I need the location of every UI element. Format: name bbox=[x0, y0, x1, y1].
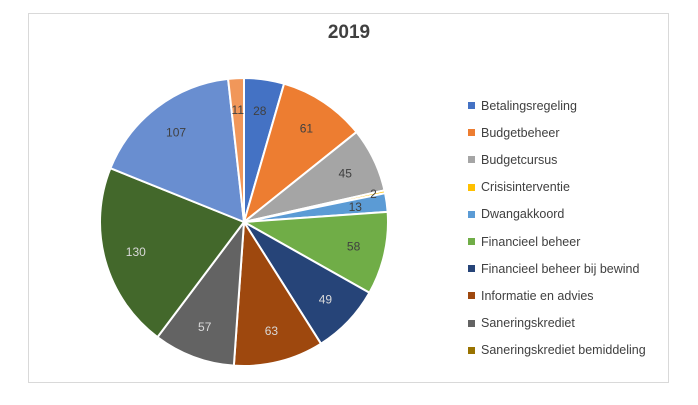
pie-slice-8 bbox=[232, 218, 323, 367]
legend-swatch bbox=[468, 319, 475, 327]
data-label-2: 61 bbox=[300, 122, 314, 136]
data-label-3: 45 bbox=[339, 166, 353, 180]
legend-swatch bbox=[468, 210, 475, 218]
legend-swatch bbox=[468, 346, 475, 354]
data-label-8: 63 bbox=[265, 324, 279, 338]
legend-label: Informatie en advies bbox=[481, 288, 594, 303]
legend-item: Dwangakkoord bbox=[468, 201, 646, 228]
legend-item: Budgetcursus bbox=[468, 146, 646, 173]
legend-label: Budgetcursus bbox=[481, 152, 558, 167]
pie-slice-13 bbox=[226, 76, 245, 223]
legend-item: Budgetbeheer bbox=[468, 119, 646, 146]
legend-label: Saneringskrediet bemiddeling bbox=[481, 343, 646, 358]
pie-slice-2 bbox=[242, 82, 358, 225]
data-label-5: 13 bbox=[349, 200, 363, 214]
legend-item: Financieel beheer bbox=[468, 228, 646, 255]
legend-swatch bbox=[468, 102, 475, 110]
data-label-6: 58 bbox=[347, 240, 361, 254]
pie-slice-6 bbox=[240, 210, 389, 295]
legend-item: Crisisinterventie bbox=[468, 174, 646, 201]
data-label-13: 11 bbox=[232, 103, 245, 117]
legend-swatch bbox=[468, 183, 475, 191]
data-label-1: 28 bbox=[253, 104, 267, 118]
data-label-11: 130 bbox=[126, 245, 146, 259]
legend-swatch bbox=[468, 238, 475, 246]
legend-swatch bbox=[468, 129, 475, 137]
data-label-7: 49 bbox=[319, 292, 333, 306]
data-label-12: 107 bbox=[166, 126, 186, 140]
chart-title: 2019 bbox=[327, 22, 371, 43]
legend-label: Budgetbeheer bbox=[481, 125, 560, 140]
legend-swatch bbox=[468, 156, 475, 164]
pie-slice-9 bbox=[156, 218, 246, 367]
legend-swatch bbox=[468, 265, 475, 273]
pie-slice-11 bbox=[99, 166, 246, 339]
legend-label: Financieel beheer bij bewind bbox=[481, 261, 640, 276]
legend-label: Betalingsregeling bbox=[481, 98, 577, 113]
data-label-9: 57 bbox=[198, 320, 212, 334]
legend-swatch bbox=[468, 292, 475, 300]
legend: Betalingsregeling Budgetbeheer Budgetcursu… bbox=[468, 92, 646, 364]
legend-item: Saneringskrediet bemiddeling bbox=[468, 337, 646, 364]
legend-item: Saneringskrediet bbox=[468, 310, 646, 337]
legend-label: Crisisinterventie bbox=[481, 180, 570, 195]
legend-label: Dwangakkoord bbox=[481, 207, 565, 222]
legend-label: Financieel beheer bbox=[481, 234, 581, 249]
legend-item: Betalingsregeling bbox=[468, 92, 646, 119]
pie-slice-12 bbox=[109, 77, 246, 224]
legend-label: Saneringskrediet bbox=[481, 316, 575, 331]
legend-item: Financieel beheer bij bewind bbox=[468, 255, 646, 282]
data-label-4: 2 bbox=[370, 187, 377, 201]
legend-item: Informatie en advies bbox=[468, 282, 646, 309]
